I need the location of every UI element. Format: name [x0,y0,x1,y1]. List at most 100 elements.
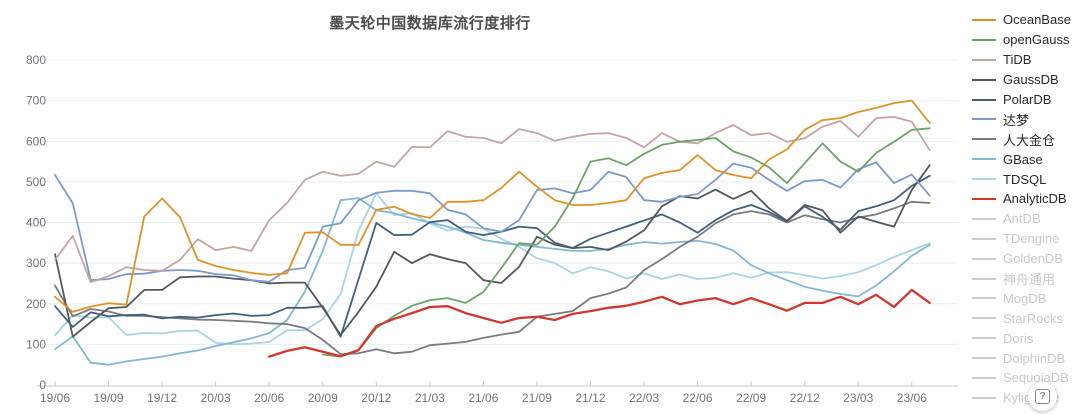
legend-label: AntDB [1003,211,1041,227]
legend-label: GBase [1003,151,1043,167]
legend-swatch-Kyligence [972,396,996,399]
x-axis-label: 20/06 [254,391,284,405]
series-line-openGauss [321,127,931,358]
y-axis-label: 400 [26,216,46,230]
series-line-TDSQL [54,192,931,346]
legend-item-GaussDB[interactable]: GaussDB [972,70,1080,90]
series-line-OceanBase [54,99,931,313]
legend-swatch-人大金仓 [972,138,996,141]
legend-item-人大金仓[interactable]: 人大金仓 [972,129,1080,149]
legend-item-PolarDB[interactable]: PolarDB [972,90,1080,110]
legend-label: MogDB [1003,290,1047,306]
legend-swatch-GaussDB [972,78,996,81]
y-axis-label: 200 [26,297,46,311]
legend-item-Doris[interactable]: Doris [972,328,1080,348]
y-axis-label: 300 [26,256,46,270]
series-line-人大金仓 [54,200,931,355]
series-line-达梦 [54,161,931,283]
legend-swatch-AnalyticDB [972,197,996,200]
x-axis-label: 20/12 [361,391,391,405]
y-axis-label: 0 [39,378,46,392]
legend-label: TDengine [1003,231,1060,247]
legend-item-OceanBase[interactable]: OceanBase [972,10,1080,30]
legend-label: TDSQL [1003,171,1047,187]
legend-label: Doris [1003,330,1034,346]
legend-item-AnalyticDB[interactable]: AnalyticDB [972,189,1080,209]
legend-swatch-openGauss [972,38,996,41]
legend-item-TDSQL[interactable]: TDSQL [972,169,1080,189]
legend-swatch-达梦 [972,118,996,121]
y-axis-label: 700 [26,94,46,108]
series-line-TiDB [54,116,931,284]
legend-label: 达梦 [1003,112,1030,128]
x-axis-label: 23/03 [843,391,873,405]
legend-item-达梦[interactable]: 达梦 [972,109,1080,129]
x-axis-label: 22/12 [790,391,820,405]
legend-swatch-AntDB [972,217,996,220]
y-axis-label: 500 [26,175,46,189]
legend-item-GBase[interactable]: GBase [972,149,1080,169]
y-axis-label: 800 [26,53,46,67]
chart-legend: OceanBase openGauss TiDB GaussDB PolarDB 达梦人大… [972,10,1080,408]
x-axis-label: 20/09 [308,391,338,405]
question-icon: ? [1035,389,1050,404]
series-line-PolarDB [54,174,931,338]
legend-item-Kyligence[interactable]: Kyligence [972,388,1080,408]
legend-label: GoldenDB [1003,251,1063,267]
legend-swatch-MogDB [972,297,996,300]
legend-label: SequoiaDB [1003,370,1069,386]
series-line-GaussDB [54,164,931,338]
x-axis-label: 19/12 [147,391,177,405]
legend-swatch-TiDB [972,58,996,61]
x-axis-label: 20/03 [201,391,231,405]
legend-item-MogDB[interactable]: MogDB [972,288,1080,308]
legend-swatch-StarRocks [972,317,996,320]
y-axis-label: 100 [26,337,46,351]
legend-swatch-SequoiaDB [972,376,996,379]
legend-swatch-GoldenDB [972,257,996,260]
x-axis-label: 19/06 [40,391,70,405]
x-axis-label: 22/09 [736,391,766,405]
y-axis-label: 600 [26,134,46,148]
legend-swatch-GBase [972,158,996,161]
series-line-GBase [54,197,931,366]
legend-item-神舟通用[interactable]: 神舟通用 [972,269,1080,289]
legend-item-SequoiaDB[interactable]: SequoiaDB [972,368,1080,388]
legend-item-DolphinDB[interactable]: DolphinDB [972,348,1080,368]
legend-label: PolarDB [1003,92,1052,107]
legend-label: OceanBase [1003,12,1071,28]
legend-swatch-Doris [972,337,996,340]
x-axis-label: 22/03 [629,391,659,405]
series-line-AnalyticDB [268,288,931,358]
legend-swatch-OceanBase [972,18,996,21]
legend-label: 人大金仓 [1003,132,1056,148]
legend-item-StarRocks[interactable]: StarRocks [972,308,1080,328]
legend-swatch-PolarDB [972,98,996,101]
legend-label: AnalyticDB [1003,191,1067,207]
page-title: 墨天轮中国数据库流行度排行 [329,15,531,32]
x-axis-label: 21/06 [468,391,498,405]
legend-swatch-神舟通用 [972,277,996,280]
x-axis-label: 21/03 [415,391,445,405]
legend-swatch-DolphinDB [972,357,996,360]
help-button[interactable]: ? [1028,382,1057,411]
legend-label: 神舟通用 [1003,272,1056,288]
x-axis-label: 23/06 [897,391,927,405]
legend-item-TiDB[interactable]: TiDB [972,50,1080,70]
legend-label: DolphinDB [1003,350,1066,366]
legend-label: StarRocks [1003,310,1063,326]
legend-item-GoldenDB[interactable]: GoldenDB [972,249,1080,269]
x-axis-label: 21/09 [522,391,552,405]
legend-label: TiDB [1003,52,1032,68]
x-axis-label: 22/06 [683,391,713,405]
legend-label: GaussDB [1003,72,1059,88]
x-axis-label: 21/12 [575,391,605,405]
legend-swatch-TDSQL [972,178,996,181]
legend-label: openGauss [1003,32,1070,48]
legend-item-TDengine[interactable]: TDengine [972,229,1080,249]
legend-swatch-TDengine [972,237,996,240]
legend-item-AntDB[interactable]: AntDB [972,209,1080,229]
legend-item-openGauss[interactable]: openGauss [972,30,1080,50]
